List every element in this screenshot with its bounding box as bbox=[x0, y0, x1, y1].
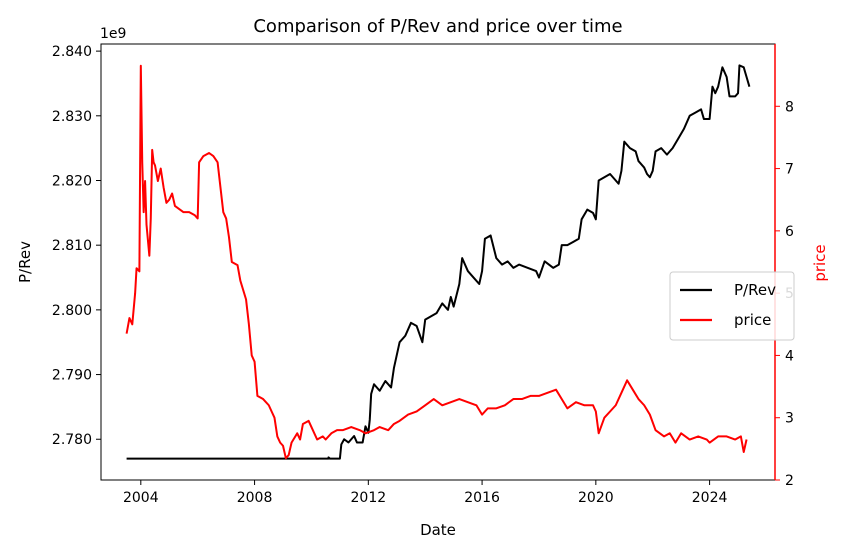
y-left-tick-label: 2.820 bbox=[52, 173, 92, 189]
y-left-tick-label: 2.840 bbox=[52, 44, 92, 60]
y-right-tick-label: 2 bbox=[785, 473, 794, 489]
legend-label-prev: P/Rev bbox=[734, 281, 776, 299]
y-left-tick-label: 2.780 bbox=[52, 432, 92, 448]
x-tick-label: 2012 bbox=[351, 490, 387, 506]
y-left-tick-label: 2.830 bbox=[52, 109, 92, 125]
x-tick-label: 2024 bbox=[692, 490, 728, 506]
y-left-tick-label: 2.810 bbox=[52, 238, 92, 254]
x-tick-label: 2020 bbox=[578, 490, 614, 506]
y-axis-right-title: price bbox=[811, 244, 829, 281]
y-left-tick-label: 2.790 bbox=[52, 368, 92, 384]
x-axis-title: Date bbox=[420, 521, 456, 539]
legend: P/Rev price bbox=[669, 271, 795, 341]
x-tick-label: 2008 bbox=[237, 490, 273, 506]
y-right-tick-label: 7 bbox=[785, 162, 794, 178]
x-tick-label: 2004 bbox=[123, 490, 159, 506]
y-right-tick-label: 4 bbox=[785, 348, 794, 364]
chart-title: Comparison of P/Rev and price over time bbox=[253, 16, 622, 37]
series-line-prev bbox=[126, 64, 751, 460]
y-axis-left-title: P/Rev bbox=[16, 241, 34, 283]
y-right-tick-label: 6 bbox=[785, 224, 794, 240]
series-layer bbox=[125, 64, 751, 460]
y-left-tick-label: 2.800 bbox=[52, 303, 92, 319]
x-axis: 2004 2008 2012 2016 2020 2024 bbox=[123, 480, 727, 506]
y-right-tick-label: 8 bbox=[785, 99, 794, 115]
y-axis-left: 2.780 2.790 2.800 2.810 2.820 2.830 2.840 bbox=[52, 44, 101, 448]
x-tick-label: 2016 bbox=[464, 490, 500, 506]
series-line-price bbox=[125, 64, 748, 460]
y-right-tick-label: 3 bbox=[785, 411, 794, 427]
plot-frame bbox=[100, 43, 776, 481]
legend-label-price: price bbox=[734, 311, 771, 329]
left-axis-offset-text: 1e9 bbox=[100, 26, 126, 42]
